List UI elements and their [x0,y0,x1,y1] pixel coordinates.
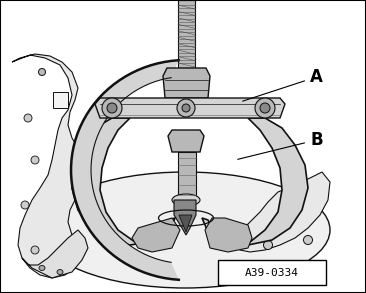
Ellipse shape [38,69,45,76]
Polygon shape [53,92,68,108]
Polygon shape [163,68,210,98]
Ellipse shape [172,194,200,206]
Ellipse shape [264,241,273,250]
Text: A: A [243,68,323,101]
Polygon shape [205,218,252,252]
Polygon shape [202,118,308,246]
Polygon shape [178,152,196,200]
Polygon shape [174,200,196,235]
Ellipse shape [31,156,39,164]
Ellipse shape [40,172,330,288]
Ellipse shape [303,236,313,244]
Polygon shape [12,54,90,278]
Ellipse shape [24,114,32,122]
Ellipse shape [39,265,45,270]
Ellipse shape [102,98,122,118]
Ellipse shape [260,103,270,113]
Text: A39-0334: A39-0334 [245,268,299,277]
Polygon shape [132,218,180,252]
Polygon shape [178,0,195,68]
Polygon shape [168,130,204,152]
Polygon shape [22,230,88,278]
Ellipse shape [182,104,190,112]
Ellipse shape [31,246,39,254]
Polygon shape [235,172,330,252]
Ellipse shape [291,207,299,217]
Polygon shape [71,60,179,280]
Ellipse shape [57,270,63,275]
Polygon shape [95,98,285,118]
Ellipse shape [177,99,195,117]
Ellipse shape [255,98,275,118]
Polygon shape [72,118,175,246]
Polygon shape [179,215,192,232]
Ellipse shape [21,201,29,209]
Text: B: B [238,131,322,159]
Ellipse shape [107,103,117,113]
Bar [218,260,326,285]
